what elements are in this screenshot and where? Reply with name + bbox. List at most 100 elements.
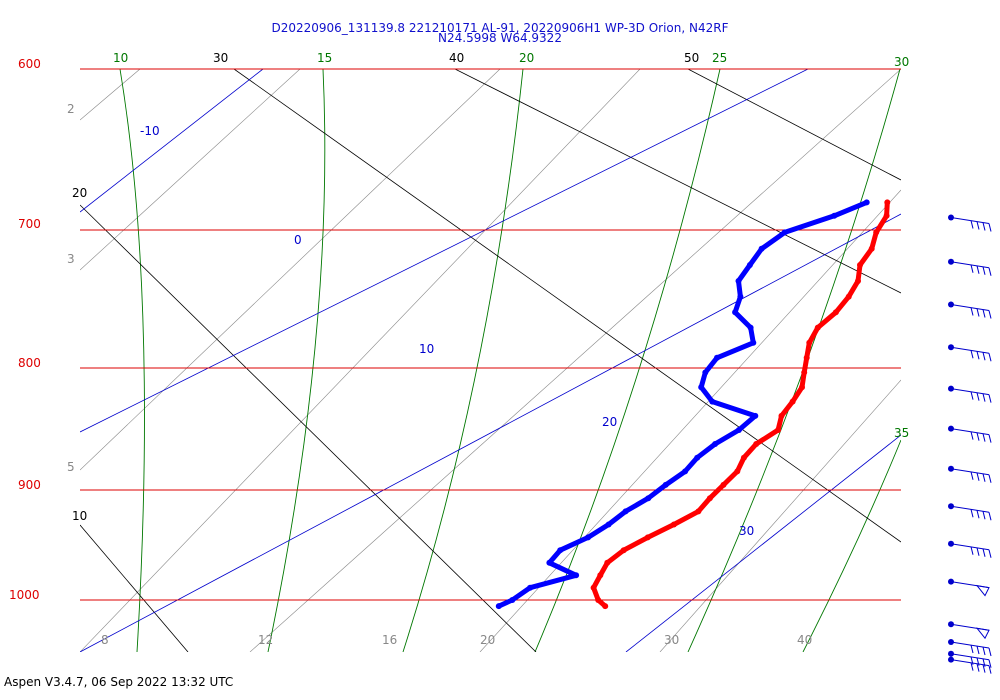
wind-barb-feather <box>982 309 986 318</box>
dewpoint-profile-point <box>752 412 759 419</box>
dewpoint-profile-point <box>573 572 580 579</box>
temperature-profile-point <box>884 199 891 206</box>
wind-barb-feather <box>970 431 974 440</box>
dewpoint-profile-point <box>698 384 705 391</box>
dewpoint-profile-point <box>758 245 765 252</box>
wind-barb <box>948 301 992 319</box>
mixing-ratio-line <box>659 379 901 652</box>
wind-barb-feather <box>970 264 974 273</box>
dry-adiabat-label: 20 <box>72 186 87 200</box>
wind-barb-feather <box>970 350 974 359</box>
mixing-ratio-label: 20 <box>480 633 495 647</box>
wind-barb-feather <box>988 394 992 403</box>
dewpoint-profile-point <box>863 199 870 206</box>
dewpoint-profile-point <box>645 495 652 502</box>
dewpoint-profile-point <box>781 229 788 236</box>
wind-barb-feather <box>976 351 980 360</box>
temperature-profile-point <box>720 481 727 488</box>
dewpoint-profile-point <box>495 603 502 610</box>
wind-barb-feather <box>982 646 986 656</box>
mixing-ratio-line <box>479 189 901 652</box>
wind-barb <box>948 656 992 674</box>
temperature-profile <box>591 199 890 609</box>
wind-barb-feather <box>970 662 974 671</box>
wind-barb-feather <box>982 548 986 557</box>
isobar-label: 800 <box>18 356 41 370</box>
wind-barb-feather <box>970 546 974 555</box>
dewpoint-profile-point <box>750 339 757 346</box>
wind-barb <box>948 344 992 362</box>
wind-barb <box>948 465 992 483</box>
mixing-ratio-line <box>249 69 901 652</box>
moist-adiabat-label: 30 <box>894 55 909 69</box>
temperature-profile-point <box>806 339 813 346</box>
wind-barb <box>948 578 990 597</box>
wind-barb-staff <box>950 346 990 354</box>
wind-barb-feather <box>970 307 974 316</box>
mixing-ratio-label: 8 <box>101 633 109 647</box>
wind-barb-staff <box>950 468 990 476</box>
dewpoint-profile <box>496 199 870 609</box>
temperature-profile-point <box>590 584 597 591</box>
dry-adiabat-label: 50 <box>684 51 699 65</box>
wind-barb-staff <box>950 653 990 661</box>
dry-adiabat-line <box>80 204 537 652</box>
moist-adiabat-label: 35 <box>894 426 909 440</box>
dewpoint-profile-point <box>737 293 744 300</box>
wind-barb <box>948 621 990 640</box>
mixing-ratio-label: 2 <box>67 102 75 116</box>
dry-adiabat-line <box>233 69 901 543</box>
temperature-profile-point <box>845 293 852 300</box>
wind-barb-feather <box>970 509 974 518</box>
wind-barb-feather <box>976 221 980 230</box>
wind-barb-feather <box>988 659 992 668</box>
isotherm-line <box>80 213 901 652</box>
mixing-ratio-label: 3 <box>67 252 75 266</box>
wind-barb-staff <box>950 659 990 667</box>
isotherm-line <box>625 434 901 652</box>
dewpoint-profile-point <box>732 309 739 316</box>
wind-barb-feather <box>982 393 986 402</box>
moist-adiabat-curve <box>119 69 145 652</box>
wind-barb-feather <box>982 433 986 442</box>
wind-barb-feather <box>976 308 980 317</box>
isotherm-label: 30 <box>739 524 754 538</box>
footer-version-text: Aspen V3.4.7, 06 Sep 2022 13:32 UTC <box>4 675 234 689</box>
moist-adiabat-curve <box>687 69 901 652</box>
temperature-profile-point <box>620 547 627 554</box>
mixing-ratio-label: 16 <box>382 633 397 647</box>
mixing-ratio-label: 12 <box>258 633 273 647</box>
dewpoint-profile-point <box>712 441 719 447</box>
temperature-profile-point <box>597 572 604 579</box>
dewpoint-profile-point <box>605 521 612 528</box>
wind-barb-feather <box>988 647 992 657</box>
dewpoint-profile-point <box>585 534 592 541</box>
wind-barb-feather <box>988 267 992 276</box>
moist-adiabat-curve <box>534 69 721 652</box>
chart-title-line-1: D20220906_131139.8 221210171 AL-91, 2022… <box>271 21 729 35</box>
mixing-ratio-label: 30 <box>664 633 679 647</box>
wind-barb-feather <box>988 310 992 319</box>
wind-barb-staff <box>950 304 990 311</box>
temperature-profile-point <box>670 521 677 528</box>
dry-adiabat-line <box>687 69 901 181</box>
dewpoint-profile-point <box>747 324 754 331</box>
wind-barb-feather <box>976 472 980 481</box>
isotherm-line <box>80 69 809 433</box>
wind-barb-staff <box>950 543 990 551</box>
dewpoint-profile-point <box>735 427 742 433</box>
moist-adiabat-label: 20 <box>519 51 534 65</box>
temperature-profile-point <box>775 427 782 433</box>
isotherm-label: -10 <box>140 124 160 138</box>
mixing-ratio-line <box>80 69 641 652</box>
wind-barb <box>948 214 992 232</box>
wind-barb-feather <box>988 549 992 558</box>
wind-barb-feather <box>970 644 974 654</box>
temperature-profile-point <box>873 229 880 236</box>
temperature-profile-point <box>604 559 611 566</box>
wind-barb-feather <box>982 511 986 520</box>
dry-adiabat-line <box>454 69 901 294</box>
dry-adiabat-label: 10 <box>72 509 87 523</box>
wind-barb <box>948 503 992 521</box>
temperature-profile-point <box>801 369 808 376</box>
